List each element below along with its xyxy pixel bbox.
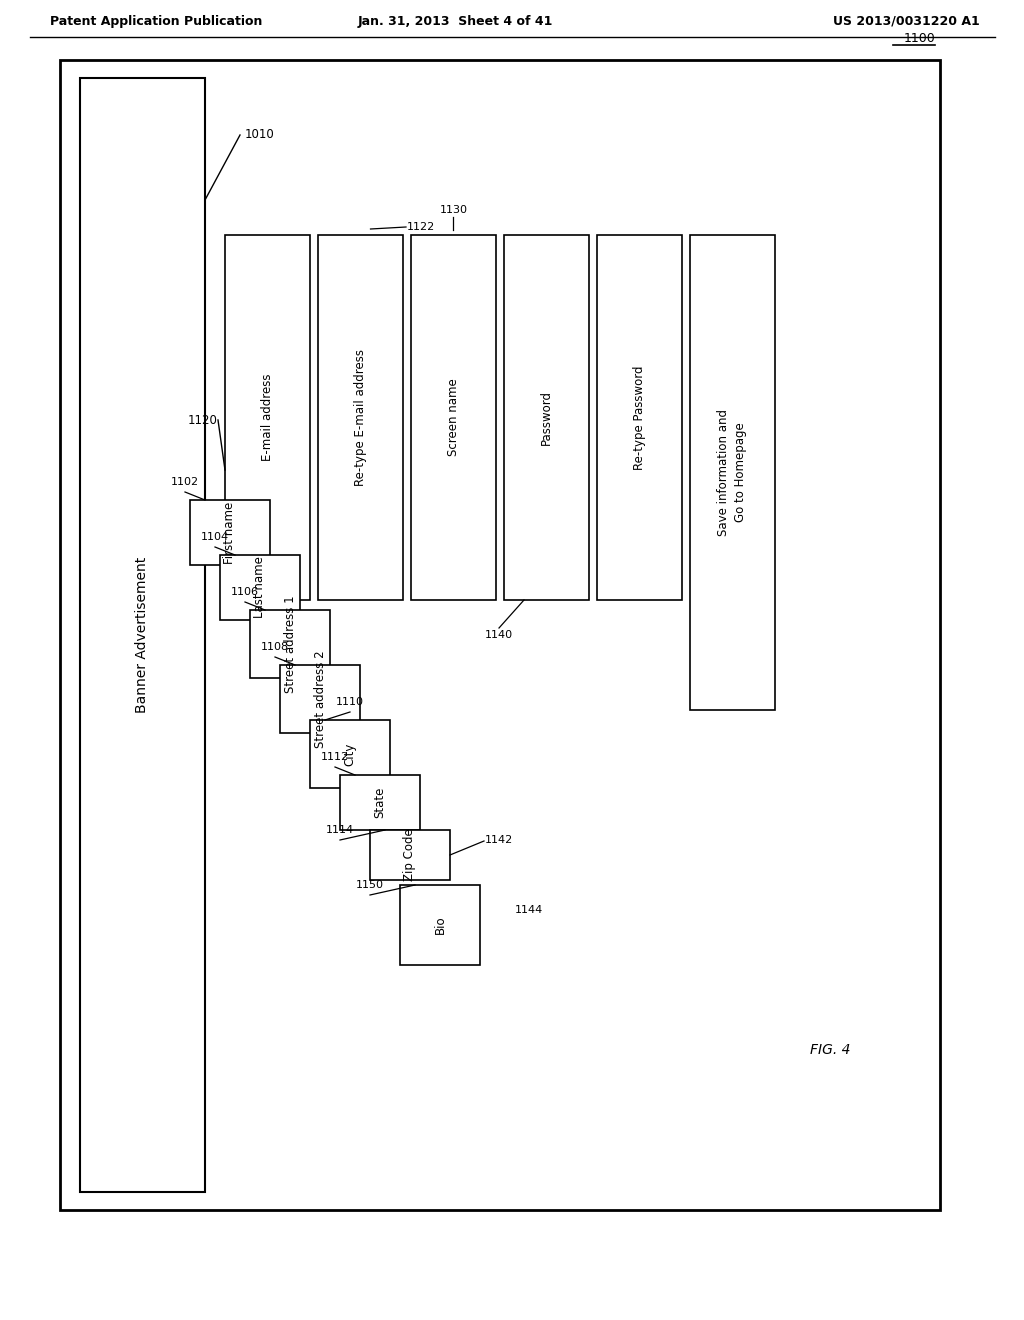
Text: FIG. 4: FIG. 4 [810,1043,850,1057]
Text: E-mail address: E-mail address [261,374,274,461]
Text: Last name: Last name [254,557,266,619]
Bar [597,235,682,601]
Text: State: State [374,787,386,818]
Bar [370,830,450,880]
Text: 1140: 1140 [485,630,513,640]
Text: Street address 2: Street address 2 [313,651,327,748]
Text: 1108: 1108 [261,642,289,652]
Text: 1114: 1114 [326,825,354,836]
Text: Bio: Bio [433,916,446,935]
Bar [504,235,589,601]
Text: City: City [343,742,356,766]
Bar [280,665,360,733]
Text: 1110: 1110 [336,697,364,708]
Text: First name: First name [223,502,237,564]
Text: 1112: 1112 [321,752,349,762]
Text: 1120: 1120 [188,413,218,426]
Bar [220,554,300,620]
Text: 1104: 1104 [201,532,229,543]
Text: 1010: 1010 [245,128,274,141]
Text: Patent Application Publication: Patent Application Publication [50,15,262,28]
Text: Save information and
Go to Homepage: Save information and Go to Homepage [718,409,748,536]
Text: 1144: 1144 [515,906,544,915]
Text: 1142: 1142 [485,836,513,845]
Text: 1150: 1150 [356,880,384,890]
Bar [190,500,270,565]
Text: Password: Password [540,389,553,445]
Text: Screen name: Screen name [447,379,460,457]
Text: Street address 1: Street address 1 [284,595,297,693]
Bar [60,59,940,1210]
Bar [250,610,330,678]
Bar [318,235,403,601]
Text: 1106: 1106 [231,587,259,597]
Bar [400,884,480,965]
Text: US 2013/0031220 A1: US 2013/0031220 A1 [834,15,980,28]
Text: Banner Advertisement: Banner Advertisement [135,557,150,713]
Bar [690,235,775,710]
Text: 1102: 1102 [171,477,199,487]
Bar [225,235,310,601]
Text: Re-type E-mail address: Re-type E-mail address [354,348,367,486]
Text: 1100: 1100 [903,32,935,45]
Text: Zip Code: Zip Code [403,829,417,882]
Text: Re-type Password: Re-type Password [633,366,646,470]
Text: Jan. 31, 2013  Sheet 4 of 41: Jan. 31, 2013 Sheet 4 of 41 [357,15,553,28]
Bar [340,775,420,830]
Bar [310,719,390,788]
Text: 1130: 1130 [439,205,468,215]
Bar [411,235,496,601]
Text: 1122: 1122 [407,222,435,232]
Bar [80,78,205,1192]
